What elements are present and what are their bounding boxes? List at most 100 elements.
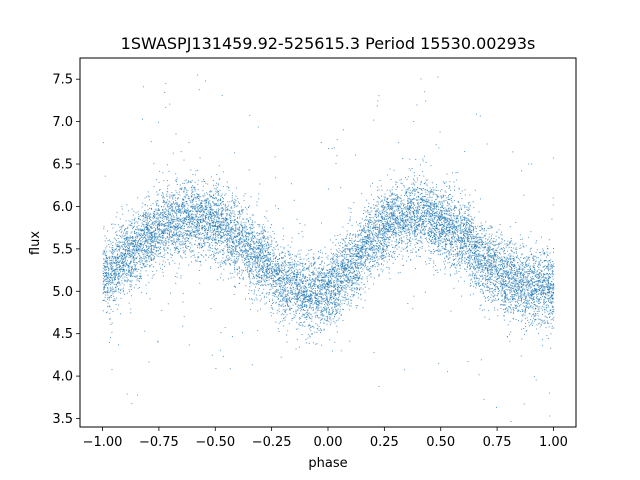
- data-point: [173, 221, 175, 223]
- data-point: [383, 239, 385, 241]
- data-point: [520, 294, 522, 296]
- data-point: [161, 242, 163, 244]
- data-point: [156, 203, 158, 205]
- data-point: [258, 254, 260, 256]
- data-point: [432, 204, 434, 205]
- data-point: [281, 251, 283, 253]
- data-point: [238, 223, 239, 225]
- data-point: [453, 259, 455, 261]
- data-point: [222, 257, 224, 259]
- data-point: [359, 277, 361, 278]
- data-point: [124, 238, 126, 240]
- data-point: [327, 258, 329, 260]
- data-point: [381, 216, 383, 218]
- data-point: [336, 269, 338, 271]
- data-point: [552, 261, 554, 262]
- data-point: [203, 256, 205, 258]
- data-point: [331, 276, 333, 277]
- data-point: [275, 290, 276, 292]
- data-point: [478, 374, 480, 376]
- data-point: [179, 224, 181, 226]
- data-point: [117, 276, 119, 278]
- data-point: [209, 237, 211, 239]
- data-point: [312, 288, 314, 289]
- data-point: [310, 330, 312, 332]
- data-point: [369, 219, 371, 221]
- data-point: [291, 261, 293, 263]
- data-point: [302, 274, 304, 276]
- data-point: [165, 243, 167, 245]
- data-point: [553, 327, 555, 329]
- data-point: [245, 243, 247, 245]
- data-point: [156, 236, 158, 238]
- data-point: [234, 263, 236, 265]
- data-point: [522, 279, 524, 281]
- data-point: [335, 297, 337, 299]
- data-point: [372, 232, 374, 234]
- data-point: [183, 210, 185, 212]
- data-point: [294, 302, 295, 304]
- data-point: [533, 269, 535, 270]
- data-point: [449, 251, 451, 253]
- data-point: [488, 254, 490, 256]
- data-point: [195, 240, 197, 242]
- data-point: [274, 233, 276, 235]
- data-point: [236, 258, 237, 259]
- data-point: [159, 221, 161, 222]
- data-point: [175, 228, 177, 230]
- data-point: [400, 228, 402, 230]
- data-point: [370, 247, 372, 249]
- data-point: [256, 299, 258, 301]
- data-point: [318, 326, 320, 328]
- data-point: [384, 249, 386, 251]
- data-point: [352, 271, 354, 273]
- data-point: [371, 247, 373, 249]
- data-point: [286, 341, 288, 343]
- data-point: [339, 274, 341, 276]
- data-point: [464, 218, 466, 220]
- data-point: [283, 235, 285, 237]
- data-point: [466, 209, 468, 211]
- data-point: [196, 213, 198, 215]
- data-point: [373, 223, 375, 225]
- data-point: [258, 245, 260, 247]
- data-point: [227, 225, 229, 227]
- data-point: [243, 257, 245, 259]
- data-point: [516, 304, 518, 306]
- data-point: [468, 240, 470, 242]
- data-point: [358, 249, 360, 250]
- data-point: [383, 223, 385, 225]
- data-point: [275, 302, 277, 304]
- data-point: [476, 284, 478, 286]
- data-point: [525, 288, 527, 290]
- data-point: [474, 254, 476, 256]
- data-point: [153, 274, 155, 275]
- data-point: [382, 245, 384, 247]
- data-point: [332, 297, 334, 299]
- data-point: [241, 234, 242, 236]
- data-point: [546, 285, 548, 287]
- data-point: [375, 220, 377, 222]
- data-point: [386, 261, 388, 263]
- data-point: [244, 259, 245, 261]
- data-point: [173, 231, 175, 233]
- data-point: [237, 256, 239, 257]
- data-point: [174, 249, 176, 251]
- data-point: [532, 272, 534, 273]
- data-point: [131, 219, 133, 221]
- data-point: [234, 247, 236, 249]
- data-point: [377, 219, 379, 221]
- data-point: [473, 255, 475, 257]
- data-point: [469, 265, 470, 267]
- data-point: [488, 287, 490, 288]
- data-point: [268, 246, 270, 248]
- data-point: [523, 277, 525, 279]
- data-point: [198, 89, 200, 91]
- data-point: [402, 214, 404, 216]
- data-point: [469, 273, 471, 275]
- data-point: [115, 284, 117, 285]
- data-point: [480, 264, 482, 266]
- data-point: [183, 159, 185, 161]
- data-point: [508, 298, 510, 300]
- data-point: [521, 297, 523, 298]
